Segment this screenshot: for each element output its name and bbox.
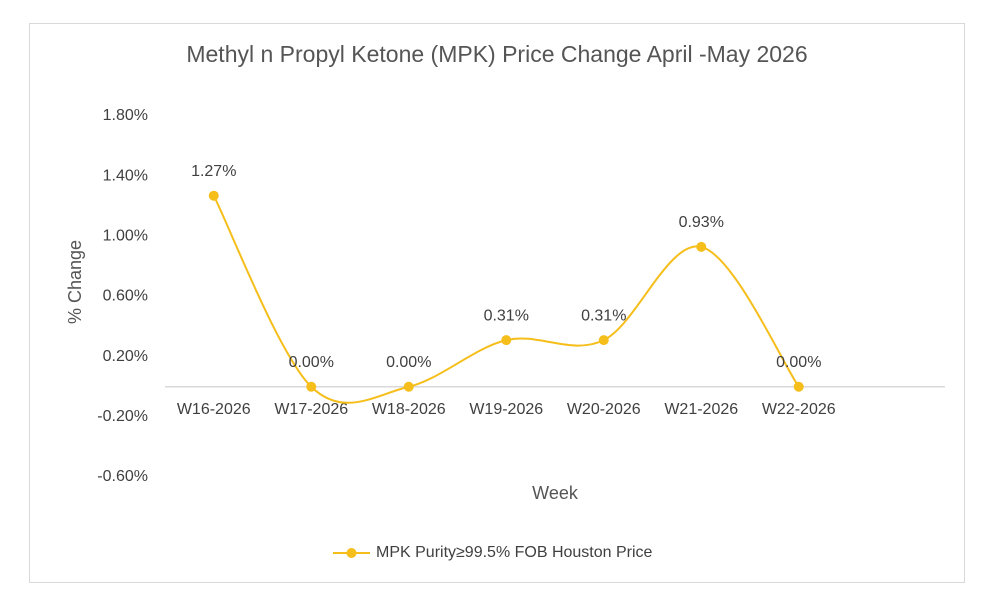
x-tick-label: W21-2026: [664, 401, 738, 418]
y-tick-label: 1.80%: [103, 107, 148, 124]
y-tick-label: 1.40%: [103, 167, 148, 184]
data-label: 0.31%: [581, 307, 626, 324]
x-axis-title: Week: [532, 483, 579, 503]
data-point: [501, 335, 512, 346]
x-tick-label: W16-2026: [177, 401, 251, 418]
data-label: 0.93%: [679, 214, 724, 231]
data-point: [403, 381, 414, 392]
legend-marker: [346, 548, 357, 558]
data-label: 0.31%: [484, 307, 529, 324]
y-tick-label: -0.20%: [97, 408, 148, 425]
chart-border: [29, 23, 965, 583]
y-tick-label: 0.60%: [103, 288, 148, 305]
y-tick-label: -0.60%: [97, 468, 148, 485]
y-tick-label: 0.20%: [103, 348, 148, 365]
y-tick-label: 1.00%: [103, 228, 148, 245]
data-point: [793, 381, 804, 392]
x-tick-label: W17-2026: [274, 401, 348, 418]
data-point: [598, 335, 609, 346]
data-point: [208, 190, 219, 201]
data-point: [306, 381, 317, 392]
x-tick-label: W22-2026: [762, 401, 836, 418]
x-tick-label: W18-2026: [372, 401, 446, 418]
x-tick-label: W20-2026: [567, 401, 641, 418]
x-tick-label: W19-2026: [469, 401, 543, 418]
data-label: 1.27%: [191, 163, 236, 180]
data-point: [696, 241, 707, 252]
chart-title: Methyl n Propyl Ketone (MPK) Price Chang…: [186, 41, 807, 67]
data-label: 0.00%: [776, 354, 821, 371]
y-axis-title: % Change: [65, 240, 85, 324]
data-label: 0.00%: [289, 354, 334, 371]
legend-label: MPK Purity≥99.5% FOB Houston Price: [376, 544, 653, 561]
data-label: 0.00%: [386, 354, 431, 371]
